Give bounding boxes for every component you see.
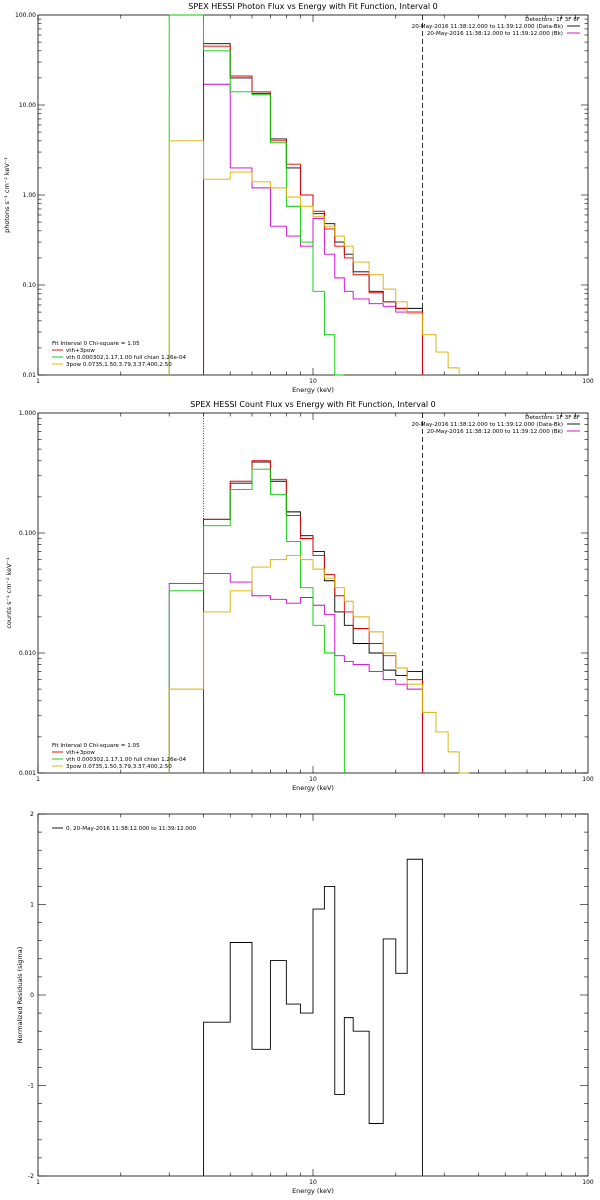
count-y-tick-label: 1.000 bbox=[19, 410, 36, 417]
photon-legend-bottom-entry-2: vth 0.000302,1.17,1.00 full chian 1.26e-… bbox=[66, 355, 187, 361]
photon-axis-ticks: 1 10 100 0.01 0.10 1.00 10.00 100.00 bbox=[15, 12, 594, 385]
count-x-tick-label: 100 bbox=[582, 776, 594, 783]
count-y-tick-label: 0.100 bbox=[19, 530, 36, 537]
count-detectors-label: Detectors: 1F 3F 8F bbox=[525, 415, 580, 421]
photon-series-vth-3pow bbox=[203, 45, 423, 375]
count-x-tick-label: 1 bbox=[36, 776, 40, 783]
photon-legend-top-entry-1: 20-May-2016 11:38:12.000 to 11:39:12.000… bbox=[427, 31, 563, 37]
photon-x-tick-label: 1 bbox=[36, 378, 40, 385]
count-y-tick-label: 0.010 bbox=[19, 650, 36, 657]
count-legend-bottom: Fit Interval 0 Chi-square = 1.05 vth+3po… bbox=[52, 743, 187, 770]
count-series-bk bbox=[168, 573, 423, 773]
residuals-y-tick-label: -1 bbox=[28, 1083, 34, 1090]
residuals-x-axis-label: Energy (keV) bbox=[292, 1187, 334, 1195]
count-series-group bbox=[168, 413, 470, 774]
count-legend-bottom-entry-2: vth 0.000302,1.17,1.00 full chian 1.26e-… bbox=[66, 757, 187, 763]
photon-detectors-label: Detectors: 1F 3F 8F bbox=[525, 17, 580, 23]
photon-y-tick-label: 0.10 bbox=[23, 282, 37, 289]
count-legend-bottom-entry-3: 3pow 0.0735,1.50,3.79,3.37,400,2.50 bbox=[66, 764, 172, 770]
residuals-y-axis-label: Normalized Residuals (sigma) bbox=[16, 947, 24, 1044]
photon-legend-bottom-entry-1: vth+3pow bbox=[66, 348, 95, 354]
photon-y-tick-label: 10.00 bbox=[19, 102, 36, 109]
residuals-legend-entry-0: 0, 20-May-2016 11:38:12.000 to 11:39:12.… bbox=[66, 826, 197, 832]
photon-legend-bottom-entry-0: Fit Interval 0 Chi-square = 1.05 bbox=[52, 341, 140, 347]
count-legend-top: 20-May-2016 11:38:12.000 to 11:39:12.000… bbox=[412, 422, 580, 435]
residuals-x-tick-label: 1 bbox=[36, 1179, 40, 1186]
residuals-x-tick-label: 100 bbox=[582, 1179, 594, 1186]
photon-y-tick-label: 0.01 bbox=[23, 372, 37, 379]
residuals-series-0-20-may-2016-11-38-12-000-to-11-39-12-000 bbox=[203, 858, 423, 1176]
residuals-series-group bbox=[203, 858, 423, 1176]
residuals-y-tick-label: -2 bbox=[28, 1173, 34, 1180]
photon-legend-bottom-entry-3: 3pow 0.0735,1.50,3.79,3.37,400,2.50 bbox=[66, 362, 172, 368]
count-x-axis-label: Energy (keV) bbox=[292, 784, 334, 792]
residuals-axis-ticks: 1 10 100 -2 -1 0 1 2 bbox=[28, 811, 594, 1186]
photon-legend-top-entry-0: 20-May-2016 11:38:12.000 to 11:39:12.000… bbox=[412, 24, 563, 30]
count-legend-bottom-entry-1: vth+3pow bbox=[66, 750, 95, 756]
photon-legend-top: 20-May-2016 11:38:12.000 to 11:39:12.000… bbox=[412, 24, 580, 37]
photon-chart-title: SPEX HESSI Photon Flux vs Energy with Fi… bbox=[188, 2, 438, 11]
count-y-tick-label: 0.001 bbox=[19, 770, 36, 777]
count-chart-title: SPEX HESSI Count Flux vs Energy with Fit… bbox=[190, 400, 435, 409]
count-series-vth bbox=[168, 468, 345, 773]
residuals-y-tick-label: 0 bbox=[30, 992, 34, 999]
photon-legend-bottom: Fit Interval 0 Chi-square = 1.05 vth+3po… bbox=[52, 341, 187, 368]
residuals-y-tick-label: 2 bbox=[30, 811, 34, 818]
count-series-3pow bbox=[168, 555, 470, 774]
count-legend-top-entry-1: 20-May-2016 11:38:12.000 to 11:39:12.000… bbox=[427, 429, 563, 435]
photon-flux-panel: SPEX HESSI Photon Flux vs Energy with Fi… bbox=[3, 2, 594, 394]
count-legend-top-entry-0: 20-May-2016 11:38:12.000 to 11:39:12.000… bbox=[412, 422, 563, 428]
photon-series-vth bbox=[168, 14, 345, 376]
photon-series-bk bbox=[203, 83, 423, 375]
photon-y-axis-label: photons s⁻¹ cm⁻² keV⁻¹ bbox=[3, 157, 11, 233]
photon-y-tick-label: 100.00 bbox=[15, 12, 36, 19]
photon-x-tick-label: 10 bbox=[309, 378, 317, 385]
photon-y-tick-label: 1.00 bbox=[23, 192, 37, 199]
count-x-tick-label: 10 bbox=[309, 776, 317, 783]
photon-series-3pow bbox=[168, 140, 460, 375]
count-legend-bottom-entry-0: Fit Interval 0 Chi-square = 1.05 bbox=[52, 743, 140, 749]
count-series-data-bk bbox=[203, 461, 423, 773]
count-axis-ticks: 1 10 100 0.001 0.010 0.100 1.000 bbox=[19, 410, 594, 783]
photon-x-axis-label: Energy (keV) bbox=[292, 386, 334, 394]
photon-x-tick-label: 100 bbox=[582, 378, 594, 385]
residuals-panel: 1 10 100 -2 -1 0 1 2 Energy (keV) Normalized Re… bbox=[16, 811, 594, 1195]
photon-series-group bbox=[168, 14, 460, 376]
residuals-y-tick-label: 1 bbox=[30, 902, 34, 909]
count-y-axis-label: counts s⁻¹ cm⁻² keV⁻¹ bbox=[5, 557, 13, 629]
count-series-vth-3pow bbox=[203, 460, 423, 773]
count-flux-panel: SPEX HESSI Count Flux vs Energy with Fit… bbox=[5, 400, 594, 792]
residuals-x-tick-label: 10 bbox=[309, 1179, 317, 1186]
residuals-legend: 0, 20-May-2016 11:38:12.000 to 11:39:12.… bbox=[52, 826, 197, 832]
